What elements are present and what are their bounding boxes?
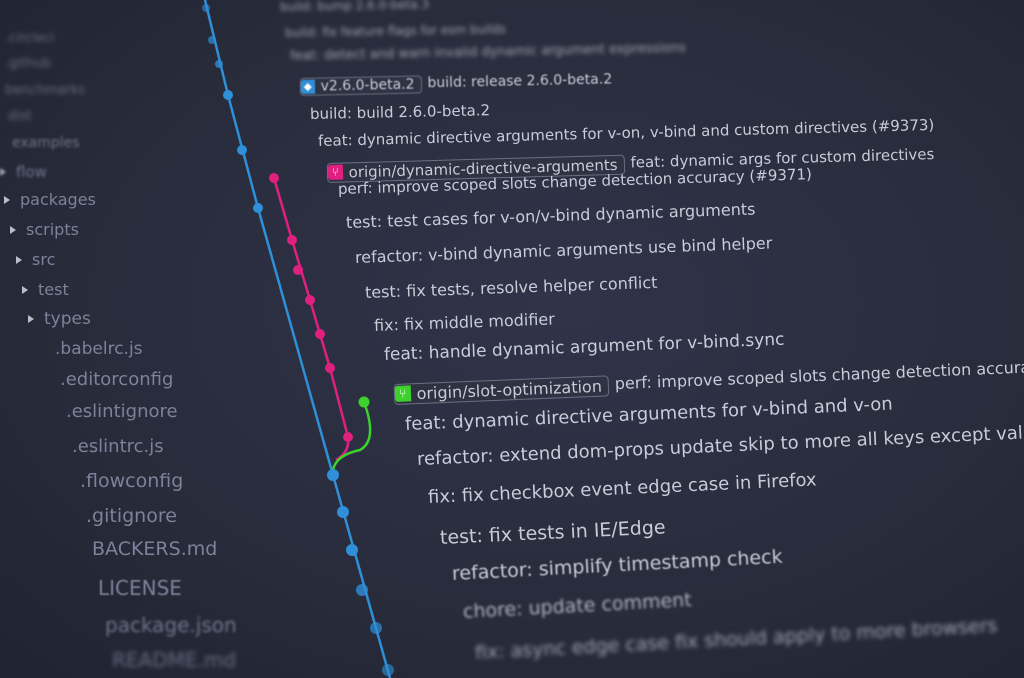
sidebar-item-label: README.md — [112, 648, 237, 672]
sidebar-item-file[interactable]: README.md — [112, 648, 236, 672]
sidebar-item-label: .flowconfig — [80, 469, 184, 492]
sidebar-item-folder[interactable]: src — [16, 250, 55, 269]
sidebar-item-label: examples — [12, 135, 80, 152]
commit-node[interactable] — [305, 295, 315, 305]
sidebar-item-file[interactable]: BACKERS.md — [92, 538, 217, 560]
sidebar-item-label: package.json — [105, 613, 237, 637]
sidebar-item-label: .github — [5, 55, 51, 71]
sidebar-item-label: .circleci — [5, 30, 55, 46]
commit-node[interactable] — [253, 203, 263, 213]
expand-arrow-icon[interactable] — [0, 168, 6, 176]
commit-node[interactable] — [269, 173, 279, 183]
sidebar-item-label: packages — [20, 189, 96, 209]
commit-message: build: build 2.6.0-beta.2 — [309, 100, 491, 123]
sidebar-item-folder[interactable]: packages — [4, 190, 96, 209]
commit-node[interactable] — [208, 36, 216, 44]
commit-row[interactable]: build: bump 2.6.0-beta.3 — [280, 0, 429, 14]
branch-icon: ⑂ — [394, 385, 411, 402]
commit-node[interactable] — [202, 4, 210, 12]
sidebar-item-label: benchmarks — [5, 82, 86, 98]
commit-node[interactable] — [287, 235, 297, 245]
sidebar-item-label: types — [44, 309, 91, 330]
sidebar-item-label: LICENSE — [98, 576, 182, 600]
sidebar-item-label: .gitignore — [86, 504, 177, 527]
commit-node[interactable] — [358, 396, 370, 408]
expand-arrow-icon[interactable] — [22, 286, 28, 295]
slot-branch-line — [331, 401, 372, 471]
branch-tag[interactable]: ◆ v2.6.0-beta.2 — [299, 75, 422, 97]
expand-arrow-icon[interactable] — [28, 315, 34, 324]
commit-node[interactable] — [315, 329, 325, 339]
commit-node[interactable] — [237, 145, 247, 155]
sidebar-item-file[interactable]: .flowconfig — [80, 470, 183, 492]
main-branch-line — [203, 0, 392, 678]
sidebar-item-label: src — [32, 249, 56, 269]
commit-node[interactable] — [327, 469, 339, 481]
commit-node[interactable] — [337, 506, 349, 518]
commit-node[interactable] — [325, 363, 335, 373]
sidebar-item-folder[interactable]: .github — [5, 56, 51, 71]
commit-row[interactable]: build: build 2.6.0-beta.2 — [310, 101, 490, 123]
tag-icon: ◆ — [300, 80, 315, 94]
sidebar-item-folder[interactable]: .circleci — [5, 31, 54, 46]
sidebar-item-file[interactable]: .eslintignore — [66, 401, 178, 422]
sidebar-item-folder[interactable]: benchmarks — [5, 83, 85, 98]
branch-icon: ⑂ — [327, 164, 343, 180]
sidebar-item-file[interactable]: .eslintrc.js — [72, 436, 164, 457]
sidebar-item-label: flow — [16, 162, 47, 181]
sidebar-item-label: test — [38, 279, 69, 299]
commit-node[interactable] — [382, 664, 394, 676]
sidebar-item-label: BACKERS.md — [92, 537, 218, 560]
sidebar-item-folder[interactable]: flow — [0, 163, 47, 181]
sidebar-item-label: .eslintignore — [66, 401, 178, 423]
expand-arrow-icon[interactable] — [4, 196, 10, 205]
expand-arrow-icon[interactable] — [10, 226, 16, 235]
sidebar-item-label: .babelrc.js — [55, 339, 143, 360]
sidebar-item-label: .editorconfig — [60, 369, 174, 391]
sidebar-item-folder[interactable]: types — [28, 309, 91, 329]
commit-node[interactable] — [370, 622, 382, 634]
sidebar-item-file[interactable]: .babelrc.js — [55, 339, 143, 359]
sidebar-item-label: scripts — [26, 219, 79, 239]
commit-node[interactable] — [293, 265, 303, 275]
sidebar-item-file[interactable]: LICENSE — [98, 576, 182, 600]
commit-node[interactable] — [215, 60, 223, 68]
dynamic-branch-line — [272, 177, 350, 462]
sidebar-item-label: dist — [8, 108, 32, 124]
sidebar-item-file[interactable]: package.json — [105, 613, 237, 637]
commit-node[interactable] — [356, 584, 368, 596]
sidebar-item-label: .eslintrc.js — [72, 436, 164, 458]
commit-message: build: bump 2.6.0-beta.3 — [279, 0, 430, 14]
sidebar-item-folder[interactable]: dist — [8, 109, 32, 124]
sidebar-item-folder[interactable]: scripts — [10, 220, 79, 239]
commit-message: build: release 2.6.0-beta.2 — [427, 71, 613, 92]
sidebar-item-folder[interactable]: test — [22, 280, 69, 299]
sidebar-item-folder[interactable]: examples — [12, 135, 80, 151]
commit-node[interactable] — [223, 90, 233, 100]
sidebar-item-file[interactable]: .editorconfig — [60, 369, 173, 390]
commit-node[interactable] — [346, 544, 358, 556]
sidebar-item-file[interactable]: .gitignore — [86, 505, 177, 527]
expand-arrow-icon[interactable] — [16, 256, 22, 265]
tag-label: v2.6.0-beta.2 — [320, 76, 415, 95]
commit-node[interactable] — [343, 432, 353, 442]
